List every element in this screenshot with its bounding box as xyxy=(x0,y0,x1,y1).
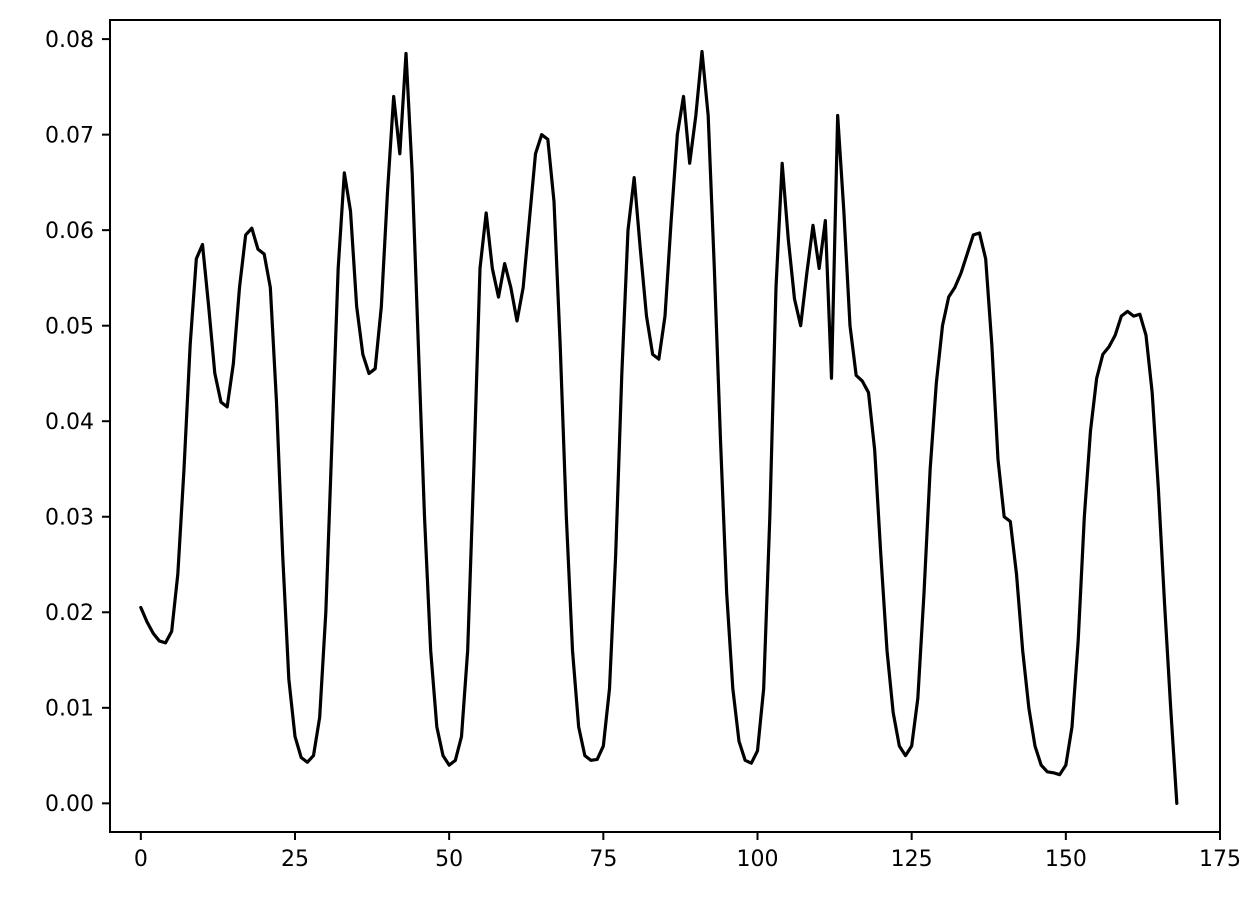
x-tick-label: 0 xyxy=(134,847,148,872)
x-tick-label: 25 xyxy=(281,847,309,872)
x-tick-label: 100 xyxy=(737,847,779,872)
y-tick-label: 0.06 xyxy=(45,219,94,244)
x-tick-label: 125 xyxy=(891,847,933,872)
line-chart: 0 25 50 75 100 125 150 175 0.00 0.01 0.02 0.03 0.04 0… xyxy=(0,0,1240,902)
x-tick-label: 50 xyxy=(435,847,463,872)
y-tick-label: 0.07 xyxy=(45,123,94,148)
y-tick-label: 0.04 xyxy=(45,410,94,435)
y-tick-label: 0.03 xyxy=(45,505,94,530)
x-tick-label: 75 xyxy=(589,847,617,872)
y-tick-label: 0.01 xyxy=(45,697,94,722)
y-tick-label: 0.00 xyxy=(45,792,94,817)
x-tick-label: 150 xyxy=(1045,847,1087,872)
y-tick-label: 0.02 xyxy=(45,601,94,626)
x-tick-label: 175 xyxy=(1199,847,1240,872)
y-tick-label: 0.05 xyxy=(45,314,94,339)
chart-svg: 0 25 50 75 100 125 150 175 0.00 0.01 0.02 0.03 0.04 0… xyxy=(0,0,1240,902)
y-tick-label: 0.08 xyxy=(45,28,94,53)
